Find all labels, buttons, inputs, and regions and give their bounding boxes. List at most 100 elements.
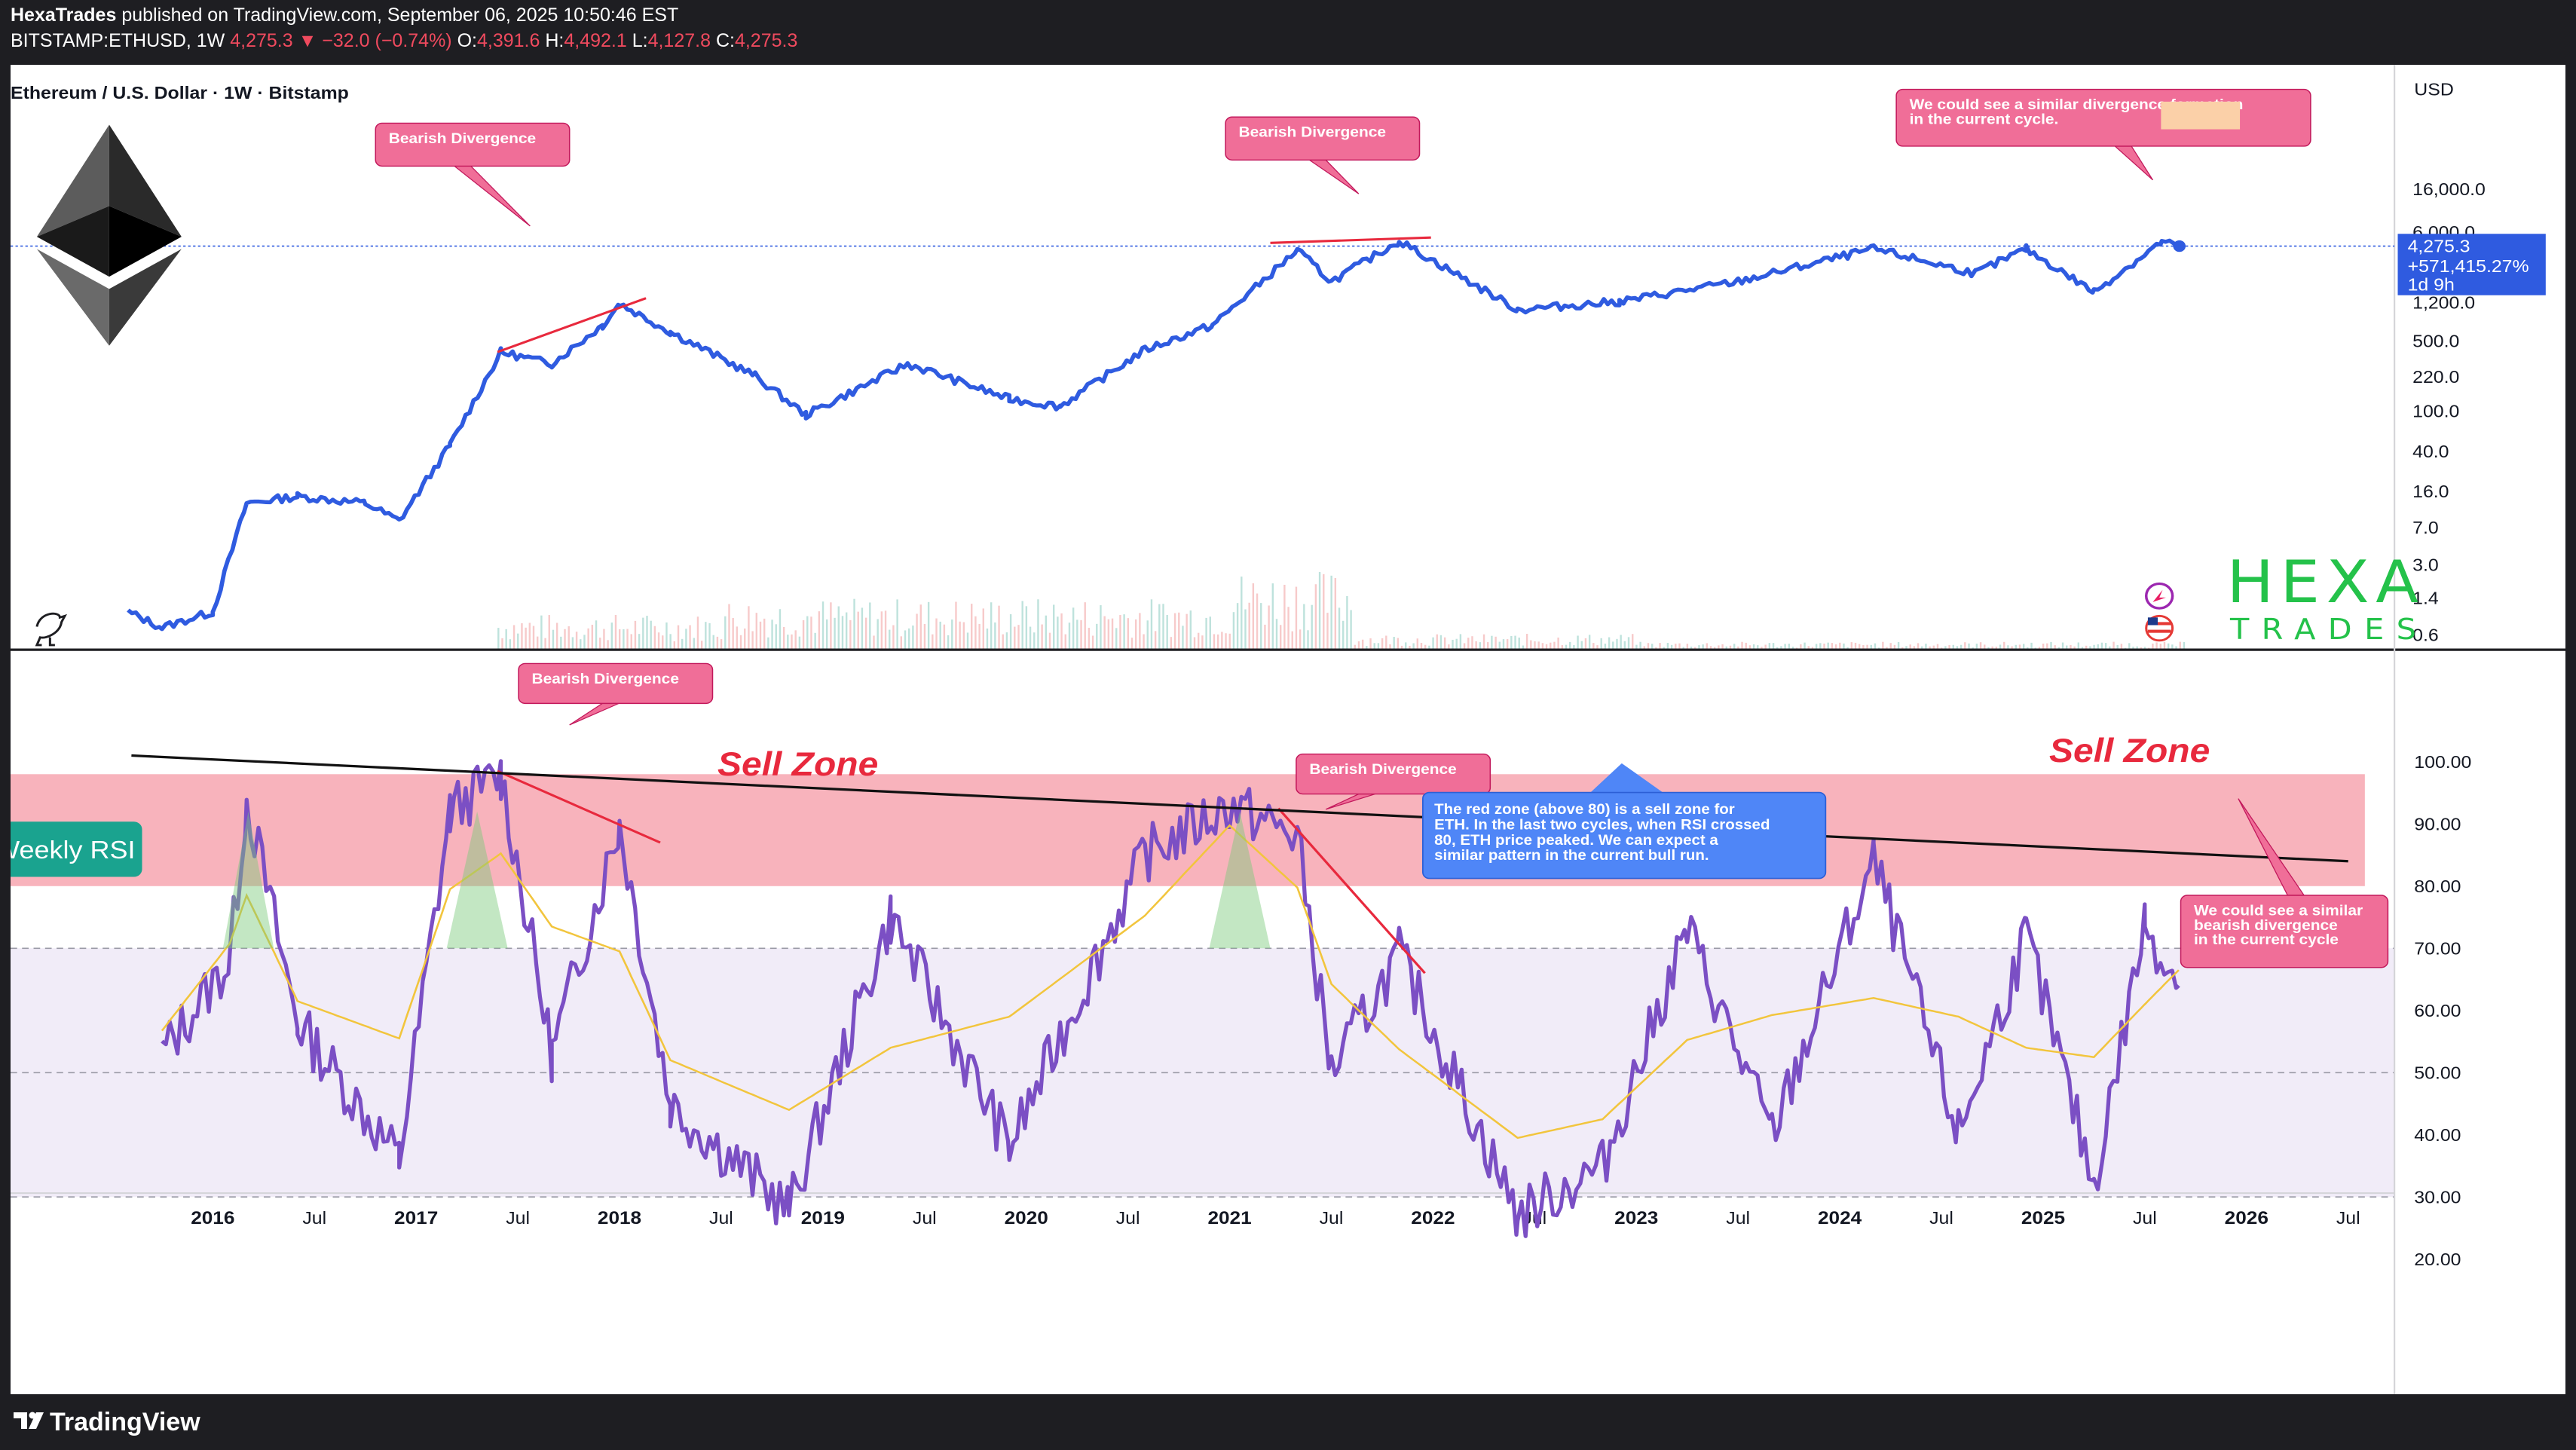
volume-bar xyxy=(1400,645,1403,650)
volume-bar xyxy=(1048,632,1051,650)
volume-bar xyxy=(2143,647,2146,650)
volume-bar xyxy=(2128,643,2131,650)
volume-bar xyxy=(1283,584,1286,650)
price-tick-label: 1,200.0 xyxy=(2412,293,2475,313)
volume-bar xyxy=(1014,626,1016,650)
volume-bar xyxy=(1588,635,1591,650)
volume-bar xyxy=(677,625,680,650)
callout-future-divergence-text: in the current cycle. xyxy=(1910,112,2059,127)
volume-bar xyxy=(1525,634,1528,650)
chart-canvas[interactable]: 16,000.06,000.01,200.0500.0220.0100.040.… xyxy=(11,65,2565,1394)
callout-bearish-rsi-2018: Bearish Divergence xyxy=(518,662,714,726)
volume-bar xyxy=(1862,645,1865,650)
volume-bar xyxy=(696,616,699,650)
volume-bar xyxy=(2097,644,2099,650)
volume-bar xyxy=(834,617,836,650)
volume-bar xyxy=(1498,641,1501,650)
volume-bar xyxy=(1917,643,1920,650)
time-tick-label: Jul xyxy=(2336,1209,2360,1228)
volume-bar xyxy=(610,623,613,650)
volume-bar xyxy=(775,624,777,650)
rsi-tick-label: 20.00 xyxy=(2414,1250,2461,1270)
volume-bar xyxy=(1057,616,1059,650)
volume-bars xyxy=(497,571,2186,650)
publisher-name[interactable]: HexaTrades xyxy=(11,5,117,26)
volume-bar xyxy=(501,638,503,650)
rsi-overbought-fill xyxy=(222,811,274,949)
volume-bar xyxy=(1706,643,1709,650)
volume-bar xyxy=(528,623,531,650)
volume-bar xyxy=(919,604,922,650)
time-tick-label: 2021 xyxy=(1207,1208,1251,1228)
volume-bar xyxy=(1385,635,1387,650)
volume-bar xyxy=(2113,641,2115,650)
callout-bearish-rsi-2018-text: Bearish Divergence xyxy=(532,671,679,687)
info-box-rect xyxy=(1422,791,1827,879)
volume-bar xyxy=(1232,612,1235,650)
volume-bar xyxy=(873,635,875,650)
eth-logo-part xyxy=(36,124,109,237)
volume-bar xyxy=(1264,624,1266,650)
eth-logo-part xyxy=(109,206,182,277)
price-tick-label: 16.0 xyxy=(2412,482,2449,502)
settings-sparkle-icon[interactable] xyxy=(2144,582,2174,610)
volume-bar xyxy=(1186,613,1188,650)
callout-bearish-2021: Bearish Divergence xyxy=(1225,116,1421,194)
volume-bar xyxy=(853,598,855,650)
volume-bar xyxy=(1791,647,1794,650)
volume-bar xyxy=(1643,646,1645,650)
volume-bar xyxy=(814,632,816,650)
volume-bar xyxy=(994,622,996,650)
volume-bar xyxy=(1537,641,1540,650)
ethereum-logo-icon xyxy=(36,124,182,346)
volume-bar xyxy=(806,616,809,650)
volume-bar xyxy=(1827,642,1829,650)
eth-logo-part xyxy=(36,206,109,277)
volume-bar xyxy=(607,640,609,650)
volume-bar xyxy=(1491,635,1493,650)
volume-bar xyxy=(1366,646,1368,650)
volume-bar xyxy=(1068,623,1071,650)
volume-bar xyxy=(1518,638,1520,650)
volume-bar xyxy=(892,625,895,650)
volume-bar xyxy=(1029,626,1032,650)
volume-bar xyxy=(1663,647,1665,650)
chart-title: Ethereum / U.S. Dollar · 1W · Bitstamp xyxy=(11,84,349,103)
volume-bar xyxy=(1162,604,1164,650)
volume-bar xyxy=(802,619,805,650)
volume-bar xyxy=(751,631,754,650)
volume-bar xyxy=(1764,644,1767,650)
volume-bar xyxy=(943,624,946,650)
volume-bar xyxy=(1561,645,1564,650)
volume-bar xyxy=(537,636,539,650)
volume-bar xyxy=(982,608,984,650)
volume-bar xyxy=(1198,632,1200,650)
volume-bar xyxy=(512,625,516,650)
callout-future-divergence-pointer xyxy=(2113,145,2154,181)
tradingview-brand[interactable]: TradingView xyxy=(50,1408,200,1436)
us-flag-icon[interactable] xyxy=(2145,614,2174,642)
volume-bar xyxy=(1921,646,1923,650)
rsi-background-layer xyxy=(11,774,2395,1198)
pane-separators xyxy=(11,65,2565,1394)
volume-bar xyxy=(2007,645,2009,650)
volume-bar xyxy=(1170,637,1173,650)
flag-stripe xyxy=(2147,629,2171,633)
volume-bar xyxy=(1005,632,1008,650)
volume-bar xyxy=(1859,644,1861,650)
tradingview-logo-icon[interactable] xyxy=(12,1406,45,1436)
volume-bar xyxy=(1831,643,1834,650)
volume-bar xyxy=(1072,607,1075,650)
volume-bar xyxy=(826,619,828,650)
publication-header: HexaTrades published on TradingView.com,… xyxy=(0,0,2576,63)
volume-bar xyxy=(1944,646,1947,650)
volume-bar xyxy=(630,634,632,650)
volume-bar xyxy=(1702,644,1704,650)
volume-bar xyxy=(1045,615,1048,650)
volume-bar xyxy=(1897,641,1900,650)
volume-bar xyxy=(1397,638,1400,650)
volume-bar xyxy=(1729,645,1732,650)
volume-bar xyxy=(1173,613,1176,650)
time-tick-label: Jul xyxy=(1320,1209,1344,1228)
time-tick-label: 2017 xyxy=(394,1208,438,1228)
